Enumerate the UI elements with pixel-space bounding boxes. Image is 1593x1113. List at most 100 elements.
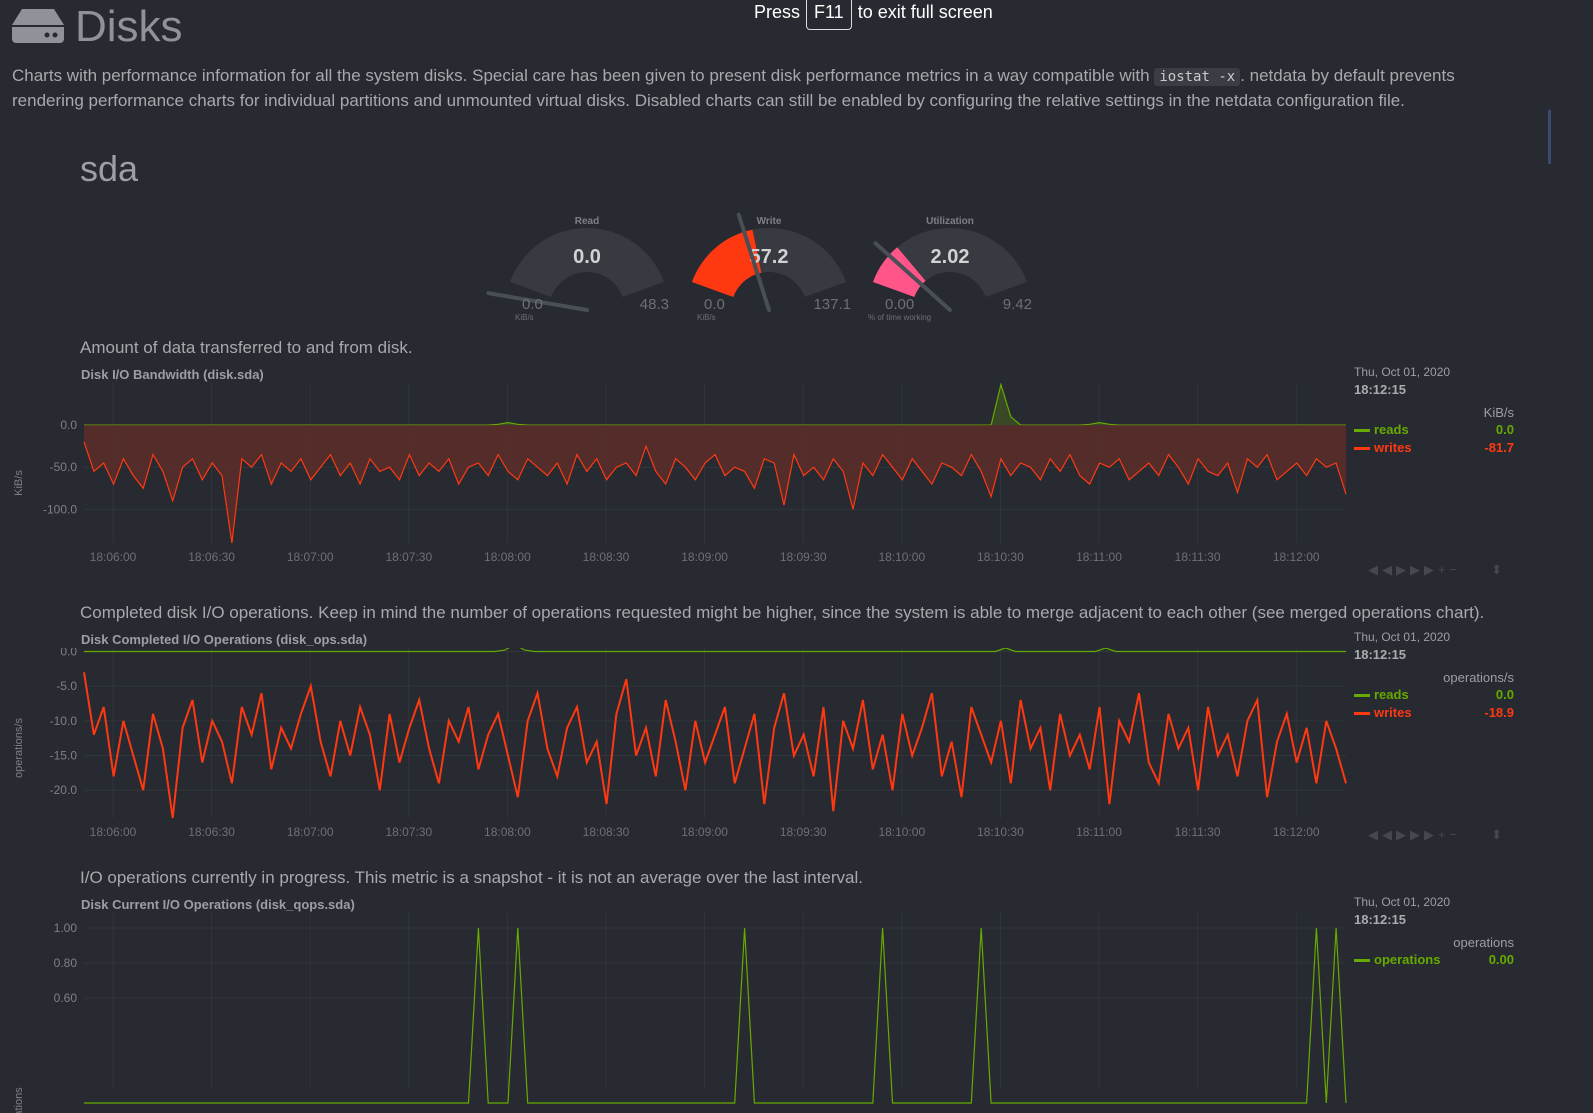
x-tick-label: 18:10:30 [977,825,1024,839]
legend-label: operations [1374,951,1441,967]
hint-press: Press [754,2,801,22]
legend-value: 0.00 [1488,951,1514,967]
legend-item-writes[interactable]: writes -81.7 [1354,438,1514,456]
fast-forward-icon[interactable]: ▶▶ [1410,827,1438,842]
play-icon[interactable]: ▶ [1396,827,1410,842]
legend-value: -18.9 [1484,704,1514,720]
x-tick-label: 18:11:30 [1175,550,1221,564]
gauge-value: 2.02 [931,246,970,268]
gauge-track [509,227,665,298]
y-tick-label: 0.80 [54,956,78,970]
y-tick-label: -10.0 [50,714,78,728]
page-title: Disks [75,2,183,51]
y-tick-label: 1.00 [54,921,78,935]
series-line-writes [83,441,1347,544]
resize-handle-icon[interactable]: ⬍ [1491,562,1507,577]
rewind-icon[interactable]: ◀◀ [1368,827,1396,842]
gauge-value: 0.0 [573,246,601,268]
y-tick-label: -15.0 [50,749,78,763]
series-line-reads [84,648,1346,653]
legend-unit: KiB/s [1483,405,1514,420]
x-tick-label: 18:11:00 [1076,550,1122,564]
legend-swatch [1354,958,1370,962]
zoom-in-icon[interactable]: + [1438,562,1450,577]
legend-item-reads[interactable]: reads 0.0 [1354,420,1514,438]
gauges: Read 0.0 0.0 48.3 KiB/s Write 57.2 0.0 137.1 KiB/… [486,212,1032,322]
play-icon[interactable]: ▶ [1396,562,1410,577]
legend-value: -81.7 [1484,439,1514,455]
zoom-out-icon[interactable]: − [1449,562,1462,577]
chart-legend: Thu, Oct 01, 2020 18:12:15 operations opera… [1354,895,1514,968]
hdd-icon [12,9,64,43]
fast-forward-icon[interactable]: ▶▶ [1410,562,1438,577]
desc-part: . netdata by default prevents rendering … [12,66,1455,110]
zoom-out-icon[interactable]: − [1449,827,1462,842]
legend-item-operations[interactable]: operations 0.00 [1354,950,1514,968]
chart-description: I/O operations currently in progress. Th… [80,868,863,887]
x-tick-label: 18:07:30 [385,825,432,839]
scrollbar[interactable] [1548,110,1551,164]
x-tick-label: 18:08:30 [583,825,630,839]
legend-item-writes[interactable]: writes -18.9 [1354,703,1514,721]
legend-value: 0.0 [1495,686,1514,702]
gauge-title: Utilization [926,216,974,227]
chart-toolbox: ◀◀▶▶▶+− ⬍ [1368,562,1506,578]
chart-title: Disk Completed I/O Operations (disk_ops.… [81,632,368,647]
x-tick-label: 18:10:00 [878,550,925,564]
series-line-reads [84,383,1346,426]
chart-plot[interactable]: 0.0 -5.0 -10.0 -15.0 -20.0 operations/s 18:06:… [0,648,1350,848]
legend-date: Thu, Oct 01, 2020 [1354,365,1451,379]
gauge-unit: KiB/s [515,313,534,322]
legend-date: Thu, Oct 01, 2020 [1354,895,1451,909]
chart-title: Disk Current I/O Operations (disk_qops.s… [81,897,355,912]
resize-handle-icon[interactable]: ⬍ [1491,827,1507,842]
zoom-in-icon[interactable]: + [1438,827,1450,842]
gauge-needle [736,212,771,312]
legend-time: 18:12:15 [1354,912,1407,927]
y-tick-label: 0.60 [54,991,78,1005]
hint-rest: to exit full screen [857,2,993,22]
chart-toolbox: ◀◀▶▶▶+− ⬍ [1368,827,1506,843]
gauge-max: 48.3 [640,296,669,313]
code-iostat: iostat -x [1154,68,1241,86]
y-axis-label: operations/s [13,718,25,778]
gauge-min: 0.00 [885,296,914,313]
chart-plot[interactable]: 0.0 -50.0 -100.0 KiB/s 18:06:00 18:06:30 18:07… [0,383,1350,583]
x-tick-label: 18:11:30 [1175,825,1221,839]
gauge-min: 0.0 [704,296,725,313]
x-tick-label: 18:07:30 [385,550,432,564]
series-area-reads [84,384,1346,426]
legend-value: 0.0 [1495,421,1514,437]
legend-time: 18:12:15 [1354,382,1407,397]
x-tick-label: 18:12:00 [1273,550,1320,564]
x-tick-label: 18:08:30 [583,550,630,564]
gauge-title: Read [575,216,599,227]
y-tick-label: -20.0 [50,783,78,797]
x-tick-label: 18:09:00 [681,825,728,839]
legend-label: reads [1374,421,1409,437]
fullscreen-hint: Press F11 to exit full screen [754,0,993,30]
rewind-icon[interactable]: ◀◀ [1368,562,1396,577]
x-tick-label: 18:10:00 [878,825,925,839]
legend-unit: operations/s [1443,670,1514,685]
legend-time: 18:12:15 [1354,647,1407,662]
x-tick-label: 18:06:00 [90,825,137,839]
y-axis-label: KiB/s [13,470,25,496]
gauge-value: 57.2 [750,246,789,268]
legend-label: reads [1374,686,1409,702]
x-tick-label: 18:07:00 [287,550,334,564]
x-tick-label: 18:11:00 [1076,825,1122,839]
section-description: Charts with performance information for … [12,64,1512,113]
gauge-unit: KiB/s [697,313,716,322]
gauge-fill [872,247,926,298]
x-tick-label: 18:09:00 [681,550,728,564]
gauge-needle [486,291,589,312]
y-axis-label: operations [13,1087,25,1113]
chart-plot[interactable]: 1.00 0.80 0.60 operations [0,913,1350,1113]
x-tick-label: 18:07:00 [287,825,334,839]
x-tick-label: 18:08:00 [484,550,531,564]
legend-item-reads[interactable]: reads 0.0 [1354,685,1514,703]
y-tick-label: 0.0 [60,418,77,432]
legend-swatch [1354,446,1370,450]
legend-label: writes [1374,439,1412,455]
